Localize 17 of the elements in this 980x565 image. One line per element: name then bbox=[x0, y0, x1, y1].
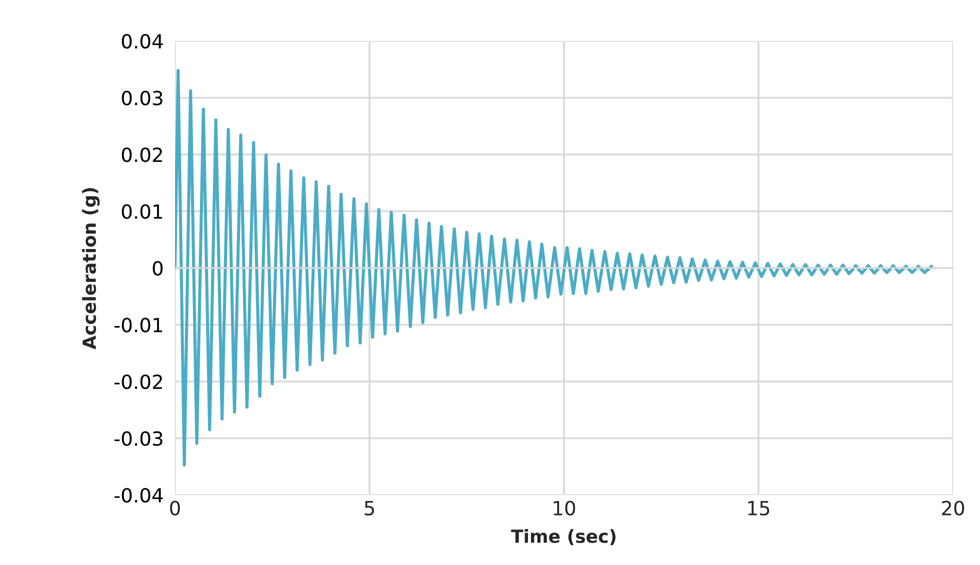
y-tick-label: 0 bbox=[152, 260, 163, 276]
x-tick-label: 5 bbox=[364, 501, 374, 516]
y-tick-label: 0.04 bbox=[122, 34, 163, 49]
y-tick-label: 0.02 bbox=[122, 147, 162, 162]
x-tick-label: 20 bbox=[942, 500, 964, 516]
y-tick-label: -0.04 bbox=[114, 488, 163, 503]
y-tick-label: -0.01 bbox=[114, 318, 162, 332]
y-tick-label: -0.03 bbox=[114, 431, 162, 446]
y-axis-title: Acceleration (g) bbox=[82, 188, 100, 350]
y-tick-label: -0.02 bbox=[114, 374, 162, 390]
x-tick-label: 0 bbox=[170, 500, 180, 516]
x-tick-label: 10 bbox=[554, 500, 576, 516]
x-axis-title: Time (sec) bbox=[511, 529, 616, 546]
y-tick-label: 0.01 bbox=[122, 204, 162, 219]
y-tick-label: 0.03 bbox=[122, 90, 162, 106]
x-tick-label: 15 bbox=[748, 501, 770, 516]
line-series bbox=[175, 68, 934, 466]
